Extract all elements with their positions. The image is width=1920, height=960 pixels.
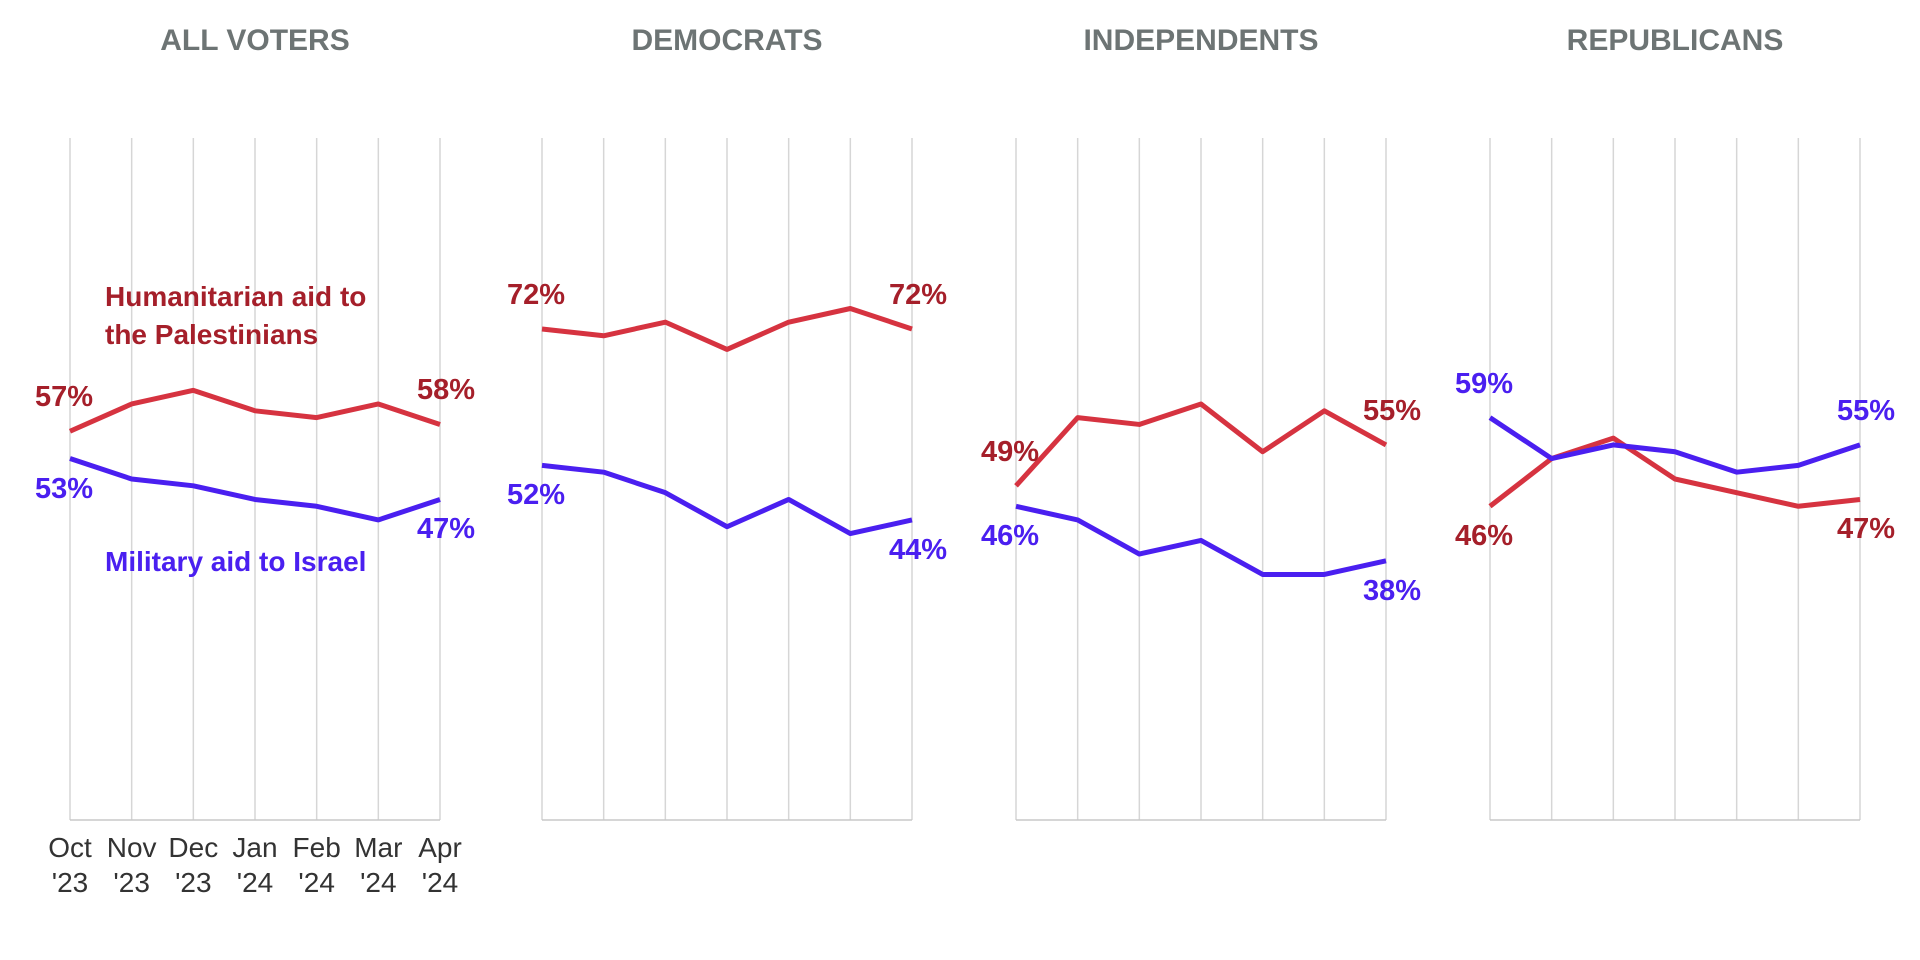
- series-line: [1015, 503, 1387, 577]
- panel-title: INDEPENDENTS: [1083, 24, 1319, 57]
- data-label: 46%: [980, 520, 1040, 553]
- x-tick-label: Apr '24: [418, 832, 462, 898]
- data-label: 47%: [1836, 513, 1896, 546]
- data-label: 47%: [416, 513, 476, 546]
- data-label: 55%: [1836, 394, 1896, 427]
- panel-title: DEMOCRATS: [631, 24, 823, 57]
- x-tick-label: Oct '23: [48, 832, 92, 898]
- x-tick-label: Nov '23: [106, 832, 157, 898]
- data-label: 57%: [34, 381, 94, 414]
- series-line: [1488, 415, 1861, 475]
- x-tick-label: Mar '24: [354, 832, 403, 898]
- data-label: 44%: [888, 533, 948, 566]
- data-label: 72%: [888, 278, 948, 311]
- data-label: 38%: [1362, 574, 1422, 607]
- series-line: [541, 462, 913, 537]
- series-line: [69, 456, 441, 523]
- data-label: 52%: [506, 479, 566, 512]
- series-line: [541, 306, 913, 352]
- series-line: [68, 387, 441, 434]
- data-label: 46%: [1454, 520, 1514, 553]
- x-tick-label: Jan '24: [232, 832, 278, 898]
- data-label: 72%: [506, 278, 566, 311]
- x-tick-label: Dec '23: [168, 832, 219, 898]
- x-tick-label: Feb '24: [292, 832, 341, 898]
- data-label: 55%: [1362, 394, 1422, 427]
- panel-title: REPUBLICANS: [1566, 24, 1784, 57]
- data-label: 53%: [34, 472, 94, 505]
- legend-entry: Humanitarian aid to the Palestinians: [105, 281, 367, 350]
- data-label: 49%: [980, 435, 1040, 468]
- legend-entry: Military aid to Israel: [105, 546, 367, 577]
- panel-title: ALL VOTERS: [160, 24, 350, 57]
- data-label: 59%: [1454, 367, 1514, 400]
- series-line: [1014, 401, 1388, 488]
- data-label: 58%: [416, 374, 476, 407]
